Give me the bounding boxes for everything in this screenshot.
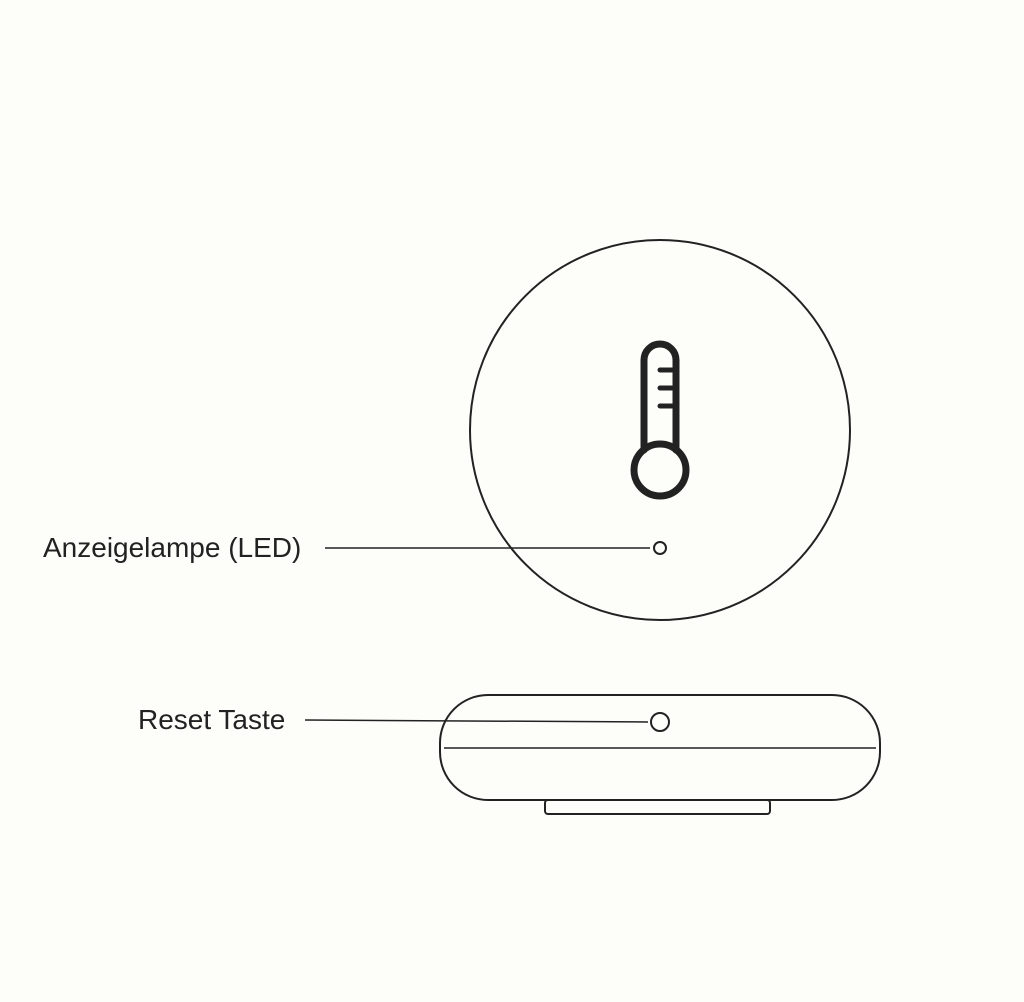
device-diagram <box>0 0 1024 1002</box>
device-top-view <box>470 240 850 620</box>
led-label: Anzeigelampe (LED) <box>43 532 301 564</box>
device-base-plate <box>545 800 770 814</box>
device-side-view <box>440 695 880 814</box>
reset-label: Reset Taste <box>138 704 285 736</box>
thermometer-icon <box>634 344 686 496</box>
led-indicator-dot <box>654 542 666 554</box>
reset-leader-line <box>305 720 648 722</box>
reset-button-hole <box>651 713 669 731</box>
device-body-circle <box>470 240 850 620</box>
